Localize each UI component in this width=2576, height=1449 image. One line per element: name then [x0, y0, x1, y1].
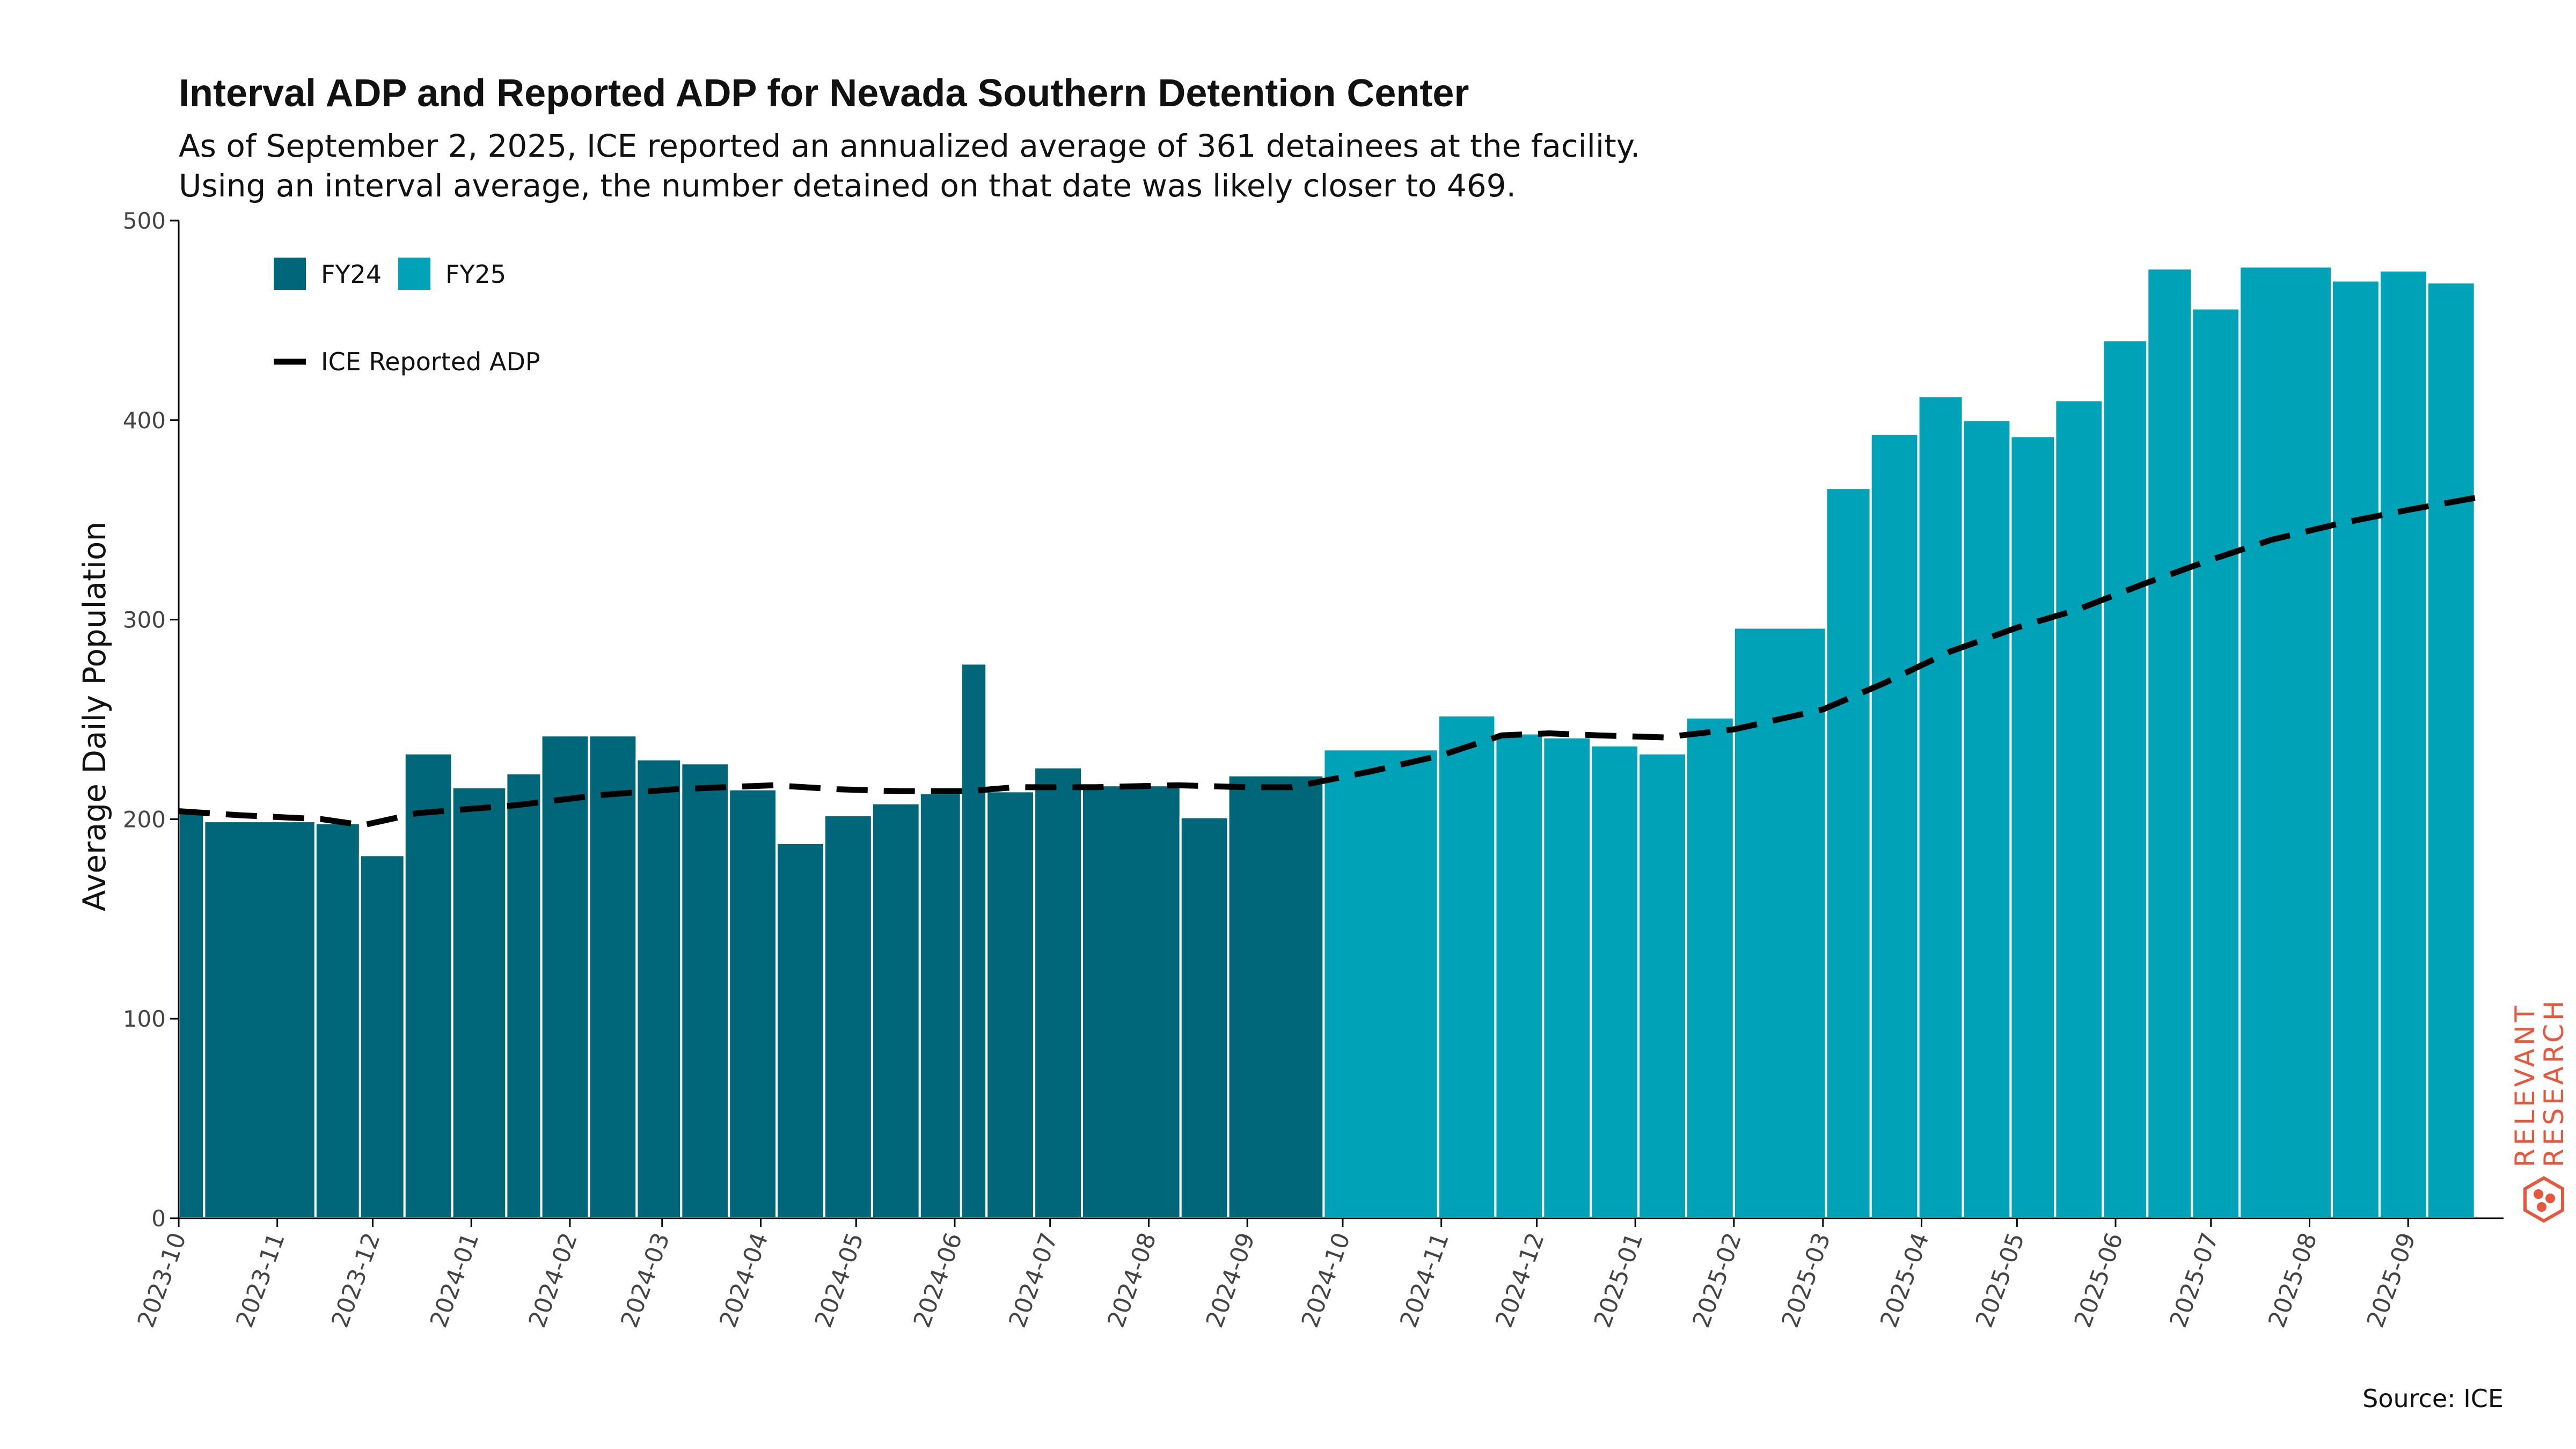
bar-2025-03-31	[1917, 395, 1964, 1220]
legend-label-fy24: FY24	[321, 260, 382, 289]
x-tick-label-2024-04: 2024-04	[714, 1229, 774, 1331]
x-tick-label-2025-09: 2025-09	[2362, 1229, 2421, 1331]
y-tick-label-0: 0	[151, 1205, 166, 1232]
x-tick-label-2025-08: 2025-08	[2263, 1229, 2323, 1331]
x-tick-label-2025-05: 2025-05	[1971, 1229, 2030, 1331]
x-tick-label-2024-06: 2024-06	[909, 1229, 968, 1331]
x-tick-label-2025-04: 2025-04	[1875, 1229, 1935, 1331]
legend-swatch-fy24	[274, 258, 306, 290]
bar-2024-12-03	[1542, 736, 1592, 1220]
x-tick-label-2023-12: 2023-12	[326, 1229, 386, 1331]
x-tick-label-2024-02: 2024-02	[523, 1229, 583, 1331]
bar-2025-03-02	[1825, 487, 1872, 1219]
y-ticks: 0 100 200 300 400 500	[123, 208, 179, 1232]
bar-2024-01-12	[505, 772, 543, 1219]
bar-2025-04-29	[2009, 435, 2057, 1220]
bars-layer	[178, 265, 2476, 1220]
bar-2024-09-25	[1322, 748, 1439, 1219]
bar-2023-12-11	[403, 752, 453, 1220]
y-tick-label-200: 200	[123, 806, 166, 832]
bar-2024-06-03	[960, 662, 988, 1219]
x-tick-label-2023-10: 2023-10	[133, 1229, 192, 1331]
x-tick-label-2025-06: 2025-06	[2069, 1229, 2129, 1331]
bar-2024-04-06	[775, 842, 826, 1219]
x-tick-label-2025-01: 2025-01	[1589, 1229, 1649, 1331]
chart-title: Interval ADP and Reported ADP for Nevada…	[179, 72, 1469, 115]
x-tick-label-2024-12: 2024-12	[1490, 1229, 1550, 1331]
legend: FY24 FY25 ICE Reported ADP	[274, 258, 540, 376]
series-line-ice-reported-adp	[178, 495, 2476, 829]
y-tick-label-400: 400	[123, 407, 166, 434]
bar-2024-07-11	[1081, 784, 1182, 1219]
bar-2024-01-23	[540, 734, 590, 1219]
bar-2023-12-26	[451, 786, 508, 1219]
bar-2025-03-16	[1869, 433, 1920, 1219]
chart-subtitle-line-1: As of September 2, 2025, ICE reported an…	[179, 128, 1640, 164]
source-note: Source: ICE	[2362, 1384, 2504, 1413]
x-tick-label-2024-10: 2024-10	[1296, 1229, 1356, 1331]
bar-2023-10-01	[178, 812, 206, 1219]
bar-2024-06-11	[985, 790, 1036, 1219]
y-tick-label-100: 100	[123, 1006, 166, 1032]
bar-2025-08-08	[2330, 279, 2381, 1219]
bar-2025-04-14	[1962, 419, 2012, 1219]
x-tick-label-2024-09: 2024-09	[1201, 1229, 1261, 1331]
x-ticks: 2023-10 2023-11 2023-12 2024-01 2024-02 2024-…	[133, 1218, 2421, 1331]
x-tick-label-2023-11: 2023-11	[231, 1229, 290, 1331]
y-tick-label-500: 500	[123, 208, 166, 234]
bar-2025-05-13	[2054, 399, 2104, 1219]
y-axis-label: Average Daily Population	[76, 522, 113, 912]
bar-2025-06-11	[2146, 267, 2193, 1219]
brand-logo: RELEVANT RESEARCH	[2509, 997, 2570, 1223]
bar-2024-05-06	[870, 802, 921, 1219]
x-tick-label-2025-03: 2025-03	[1776, 1229, 1836, 1331]
bar-2023-10-09	[203, 820, 317, 1220]
bar-2024-12-18	[1590, 744, 1640, 1219]
bar-2025-06-25	[2191, 307, 2241, 1219]
line-layer	[178, 495, 2476, 829]
bar-2023-11-27	[358, 854, 406, 1219]
bar-2024-02-22	[635, 758, 683, 1219]
x-tick-label-2024-03: 2024-03	[616, 1229, 675, 1331]
brand-line-relevant: RELEVANT	[2509, 1002, 2541, 1167]
bar-2024-05-21	[918, 792, 962, 1220]
x-tick-label-2024-08: 2024-08	[1102, 1229, 1162, 1331]
bar-2023-11-13	[314, 822, 361, 1220]
legend-swatch-fy25	[398, 258, 430, 290]
y-tick-label-300: 300	[123, 607, 166, 633]
legend-label-ice-reported-adp: ICE Reported ADP	[321, 347, 540, 376]
bar-2024-11-18	[1494, 732, 1545, 1219]
x-tick-label-2024-11: 2024-11	[1395, 1229, 1454, 1331]
bar-2025-07-10	[2238, 265, 2333, 1219]
bar-2024-08-26	[1227, 774, 1325, 1219]
bar-2024-04-21	[823, 814, 873, 1219]
chart-subtitle-line-2: Using an interval average, the number de…	[179, 167, 1516, 204]
bar-2025-01-17	[1685, 716, 1735, 1219]
brand-line-research: RESEARCH	[2538, 997, 2570, 1167]
bar-2024-10-31	[1437, 714, 1497, 1219]
bar-2025-09-07	[2426, 281, 2476, 1219]
x-tick-label-2025-07: 2025-07	[2164, 1229, 2224, 1331]
bar-2024-08-11	[1179, 816, 1230, 1219]
bar-2025-05-28	[2102, 339, 2149, 1220]
bar-2025-01-02	[1637, 752, 1687, 1220]
bar-2024-03-22	[728, 788, 778, 1219]
bar-2024-06-26	[1033, 766, 1084, 1220]
bar-2025-08-23	[2378, 269, 2428, 1220]
x-tick-label-2024-05: 2024-05	[810, 1229, 869, 1331]
x-tick-label-2024-01: 2024-01	[425, 1229, 485, 1331]
legend-label-fy25: FY25	[445, 260, 506, 289]
brand-hexagon-icon	[2523, 1176, 2564, 1223]
bar-2024-03-07	[680, 762, 730, 1219]
x-tick-label-2024-07: 2024-07	[1004, 1229, 1063, 1331]
bar-2024-02-07	[588, 734, 638, 1219]
x-tick-label-2025-02: 2025-02	[1687, 1229, 1747, 1331]
